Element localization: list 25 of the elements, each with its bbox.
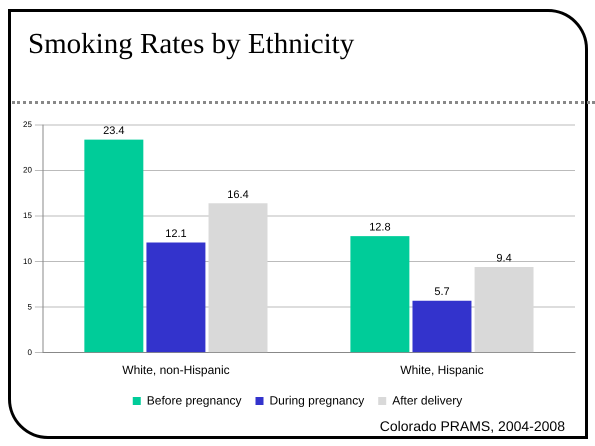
data-label: 16.4 — [227, 188, 249, 201]
chart-title: Smoking Rates by Ethnicity — [28, 28, 354, 61]
y-tick-label: 5 — [27, 302, 32, 312]
bar — [84, 140, 144, 352]
y-tick-label: 25 — [22, 120, 32, 130]
x-tick-label: White, Hispanic — [400, 363, 484, 378]
data-label: 12.1 — [165, 228, 187, 240]
data-label: 12.8 — [369, 222, 391, 234]
x-tick-label: White, non-Hispanic — [122, 363, 230, 378]
data-label: 23.4 — [103, 125, 125, 138]
data-label: 9.4 — [496, 252, 512, 265]
bar — [146, 242, 206, 352]
text: Colorado PRAMS, 2004-2008 — [380, 418, 565, 434]
y-tick-label: 20 — [22, 166, 32, 175]
y-tick-label: 0 — [27, 348, 32, 357]
bar — [350, 236, 410, 352]
legend-label: After delivery — [392, 393, 462, 408]
bar — [412, 300, 472, 352]
y-tick-label: 10 — [22, 256, 32, 266]
data-label: 5.7 — [434, 286, 450, 298]
legend-label: During pregnancy — [269, 393, 364, 408]
bar — [208, 203, 268, 352]
bar — [474, 267, 534, 352]
y-tick-label: 15 — [22, 211, 32, 220]
legend-label: Before pregnancy — [146, 393, 242, 408]
